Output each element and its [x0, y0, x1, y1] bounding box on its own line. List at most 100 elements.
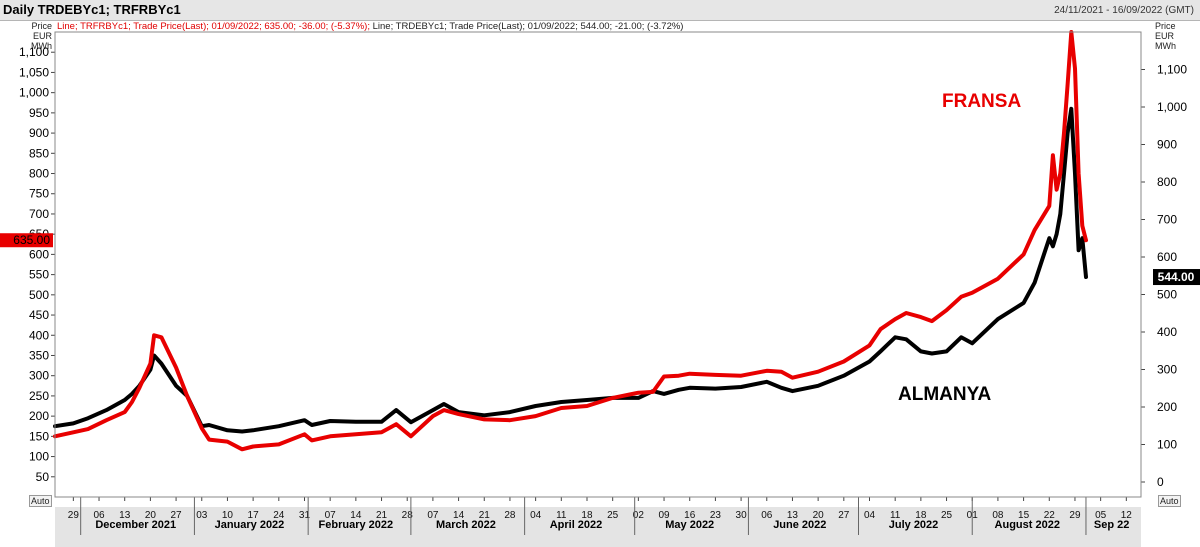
x-day-label: 17	[248, 510, 260, 521]
right-unit-line: Price	[1155, 21, 1176, 31]
right-unit-line: EUR	[1155, 31, 1175, 41]
right-axis: 0 100 200 300 400 500 600 700 800 900 1,000 1,100	[1141, 63, 1187, 489]
x-month-label: July 2022	[889, 519, 939, 531]
x-day-label: 29	[68, 510, 80, 521]
right-tick-label: 300	[1157, 363, 1177, 377]
x-day-label: 12	[1121, 510, 1133, 521]
legend-entry-black: Line; TRDEBYc1; Trade Price(Last); 01/09…	[372, 21, 684, 32]
left-unit-line: Price	[31, 21, 52, 31]
right-tick-label: 200	[1157, 400, 1177, 414]
left-tick-label: 550	[29, 268, 49, 282]
x-month-label: May 2022	[665, 519, 714, 531]
x-day-label: 20	[813, 510, 825, 521]
x-day-label: 20	[145, 510, 157, 521]
left-tick-label: 700	[29, 207, 49, 221]
x-day-label: 28	[504, 510, 516, 521]
right-tick-label: 900	[1157, 138, 1177, 152]
right-auto-scale-button[interactable]: Auto	[1158, 495, 1181, 507]
left-tick-label: 800	[29, 167, 49, 181]
red-price-tag	[0, 233, 53, 248]
x-day-label: 18	[581, 510, 593, 521]
x-day-label: 14	[350, 510, 362, 521]
left-tick-label: 750	[29, 187, 49, 201]
right-tick-label: 400	[1157, 325, 1177, 339]
left-tick-label: 850	[29, 146, 49, 160]
left-tick-label: 350	[29, 348, 49, 362]
x-day-label: 11	[890, 510, 901, 521]
plot-frame	[54, 31, 1142, 498]
red-price-tag-label: 635.00	[13, 233, 50, 247]
black-price-tag	[1153, 269, 1200, 286]
left-auto-scale-button[interactable]: Auto	[29, 495, 52, 507]
left-tick-label: 200	[29, 409, 49, 423]
x-month-label: June 2022	[773, 519, 826, 531]
annotation-almanya: ALMANYA	[898, 384, 992, 405]
left-tick-label: 400	[29, 328, 49, 342]
x-day-label: 13	[119, 510, 131, 521]
left-tick-label: 1,100	[19, 45, 49, 59]
x-day-label: 07	[427, 510, 439, 521]
left-tick-label: 950	[29, 106, 49, 120]
legend-entry-red: Line; TRFRBYc1; Trade Price(Last); 01/09…	[57, 21, 370, 32]
x-day-label: 11	[556, 510, 567, 521]
x-day-label: 03	[196, 510, 208, 521]
x-month-label: January 2022	[215, 519, 285, 531]
x-day-label: 04	[864, 510, 876, 521]
series-legend: Line; TRFRBYc1; Trade Price(Last); 01/09…	[57, 21, 683, 32]
series-line-TRFRBYc1	[53, 30, 1088, 452]
x-day-label: 16	[684, 510, 696, 521]
left-axis-unit: Price EUR MWh	[30, 21, 52, 51]
x-day-label: 25	[607, 510, 619, 521]
x-month-label: February 2022	[319, 519, 394, 531]
left-tick-label: 450	[29, 308, 49, 322]
x-axis: 29 06 13 20 27 03 10 17 24 31 07 14 21 28 07 14 21 28 04 11…	[68, 497, 1133, 535]
left-tick-label: 500	[29, 288, 49, 302]
left-tick-label: 900	[29, 126, 49, 140]
left-axis: 5010015020025030035040045050055060065070…	[19, 45, 55, 484]
x-month-label: March 2022	[436, 519, 496, 531]
x-day-label: 06	[761, 510, 773, 521]
x-day-label: 18	[915, 510, 927, 521]
right-tick-label: 700	[1157, 213, 1177, 227]
x-day-label: 25	[941, 510, 953, 521]
right-axis-unit: Price EUR MWh	[1155, 21, 1176, 51]
right-tick-label: 1,000	[1157, 100, 1187, 114]
x-day-label: 06	[93, 510, 105, 521]
left-tick-label: 1,050	[19, 65, 49, 79]
x-day-label: 15	[1018, 510, 1030, 521]
x-day-label: 29	[1069, 510, 1081, 521]
left-unit-line: EUR	[32, 31, 52, 41]
date-range: 24/11/2021 - 16/09/2022 (GMT)	[1054, 5, 1194, 16]
x-day-label: 27	[838, 510, 850, 521]
right-tick-label: 0	[1157, 475, 1164, 489]
x-day-label: 31	[299, 510, 311, 521]
x-axis-band	[55, 507, 1141, 547]
x-day-label: 22	[1044, 510, 1056, 521]
x-day-label: 23	[710, 510, 722, 521]
x-day-label: 30	[736, 510, 748, 521]
left-tick-label: 100	[29, 450, 49, 464]
series-lines	[53, 30, 1088, 452]
x-day-label: 10	[222, 510, 234, 521]
x-day-label: 07	[325, 510, 337, 521]
right-tick-label: 800	[1157, 175, 1177, 189]
x-day-label: 14	[453, 510, 465, 521]
right-unit-line: MWh	[1155, 41, 1176, 51]
x-day-label: 21	[479, 510, 491, 521]
x-day-label: 28	[402, 510, 414, 521]
x-day-label: 27	[171, 510, 183, 521]
right-tick-label: 100	[1157, 438, 1177, 452]
x-day-label: 24	[273, 510, 285, 521]
x-month-label: August 2022	[995, 519, 1060, 531]
right-tick-label: 600	[1157, 250, 1177, 264]
x-day-label: 02	[633, 510, 645, 521]
x-day-label: 09	[658, 510, 670, 521]
x-day-label: 21	[376, 510, 388, 521]
x-day-label: 08	[992, 510, 1004, 521]
x-day-label: 13	[787, 510, 799, 521]
x-month-label: Sep 22	[1094, 519, 1129, 531]
left-unit-line: MWh	[31, 41, 52, 51]
price-tags: 635.00 544.00	[0, 233, 1200, 286]
chart-header: Daily TRDEBYc1; TRFRBYc1 24/11/2021 - 16…	[0, 0, 1200, 21]
